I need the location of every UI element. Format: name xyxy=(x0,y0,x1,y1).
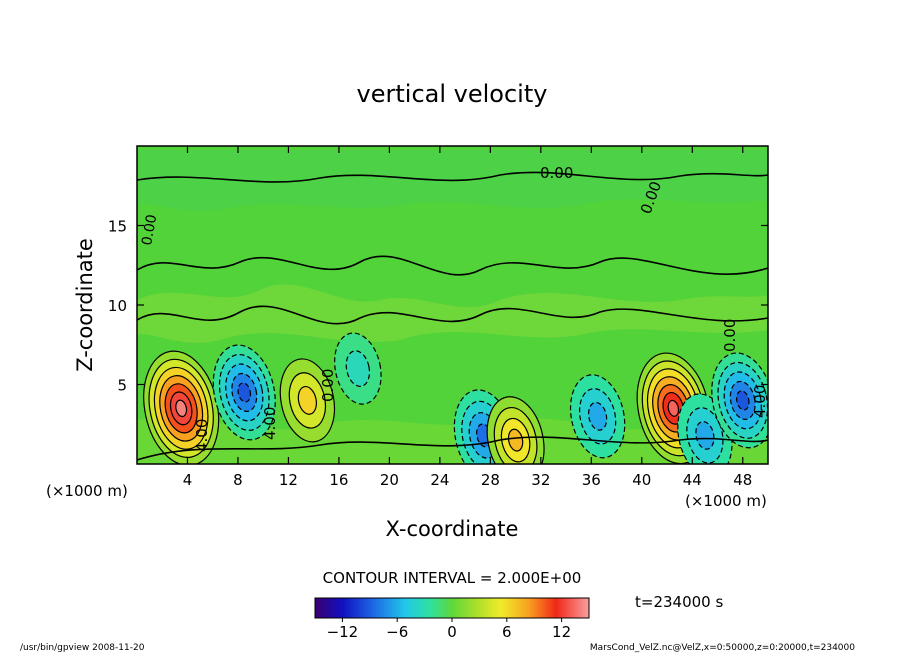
y-tick-label: 15 xyxy=(108,218,127,236)
colorbar-ticks: −12 −6 0 6 12 xyxy=(327,618,571,641)
contour-lines xyxy=(137,171,768,461)
x-tick-label: 20 xyxy=(380,471,399,489)
contour-label: 4.00 xyxy=(261,407,279,440)
velocity-cell xyxy=(486,396,545,464)
x-tick-label: 36 xyxy=(582,471,601,489)
footer-right: MarsCond_VelZ.nc@VelZ,x=0:50000,z=0:2000… xyxy=(590,643,855,653)
velocity-cell xyxy=(569,374,626,459)
x-axis: 4 8 12 16 20 24 28 32 36 40 44 48 xyxy=(183,146,752,489)
plot-area xyxy=(137,146,768,464)
footer-left: /usr/bin/gpview 2008-11-20 xyxy=(20,643,145,653)
velocity-cell xyxy=(711,352,768,449)
x-tick-label: 40 xyxy=(632,471,651,489)
velocity-cell xyxy=(212,344,276,441)
x-tick-label: 28 xyxy=(481,471,500,489)
contour-label: 0.00 xyxy=(721,319,739,352)
contour-label: 4.00 xyxy=(751,385,769,418)
velocity-cell xyxy=(279,358,336,443)
x-tick-label: 24 xyxy=(430,471,449,489)
colorbar: −12 −6 0 6 12 xyxy=(314,597,590,641)
y-tick-label: 5 xyxy=(117,377,127,395)
colorbar-tick-label: −6 xyxy=(386,623,408,641)
contour-label: 0.00 xyxy=(540,164,573,182)
x-tick-label: 16 xyxy=(329,471,348,489)
contour-label: 4.00 xyxy=(193,419,211,452)
y-axis-label: Z-coordinate xyxy=(73,238,97,372)
x-unit-left: (×1000 m) xyxy=(46,482,128,500)
x-tick-label: 32 xyxy=(531,471,550,489)
x-tick-label: 4 xyxy=(183,471,193,489)
x-tick-label: 12 xyxy=(279,471,298,489)
x-tick-label: 44 xyxy=(683,471,702,489)
y-tick-label: 10 xyxy=(108,297,127,315)
x-unit-right: (×1000 m) xyxy=(685,492,767,510)
x-tick-label: 48 xyxy=(733,471,752,489)
x-axis-label: X-coordinate xyxy=(386,517,519,541)
y-axis: 5 10 15 xyxy=(108,218,768,395)
colorbar-tick-label: 0 xyxy=(447,623,457,641)
time-label: t=234000 s xyxy=(635,593,723,611)
colorbar-tick-label: 12 xyxy=(552,623,571,641)
velocity-cells xyxy=(143,332,768,464)
contour-interval: CONTOUR INTERVAL = 2.000E+00 xyxy=(323,569,582,587)
velocity-cell xyxy=(334,332,382,405)
contour-label: 0.00 xyxy=(139,213,160,246)
x-tick-label: 8 xyxy=(233,471,243,489)
contour-label: 0.00 xyxy=(319,369,337,402)
noise-layer xyxy=(137,150,768,464)
colorbar-tick-label: 6 xyxy=(502,623,512,641)
colorbar-tick-label: −12 xyxy=(327,623,359,641)
chart-title: vertical velocity xyxy=(357,80,548,108)
velocity-cell xyxy=(143,350,220,464)
